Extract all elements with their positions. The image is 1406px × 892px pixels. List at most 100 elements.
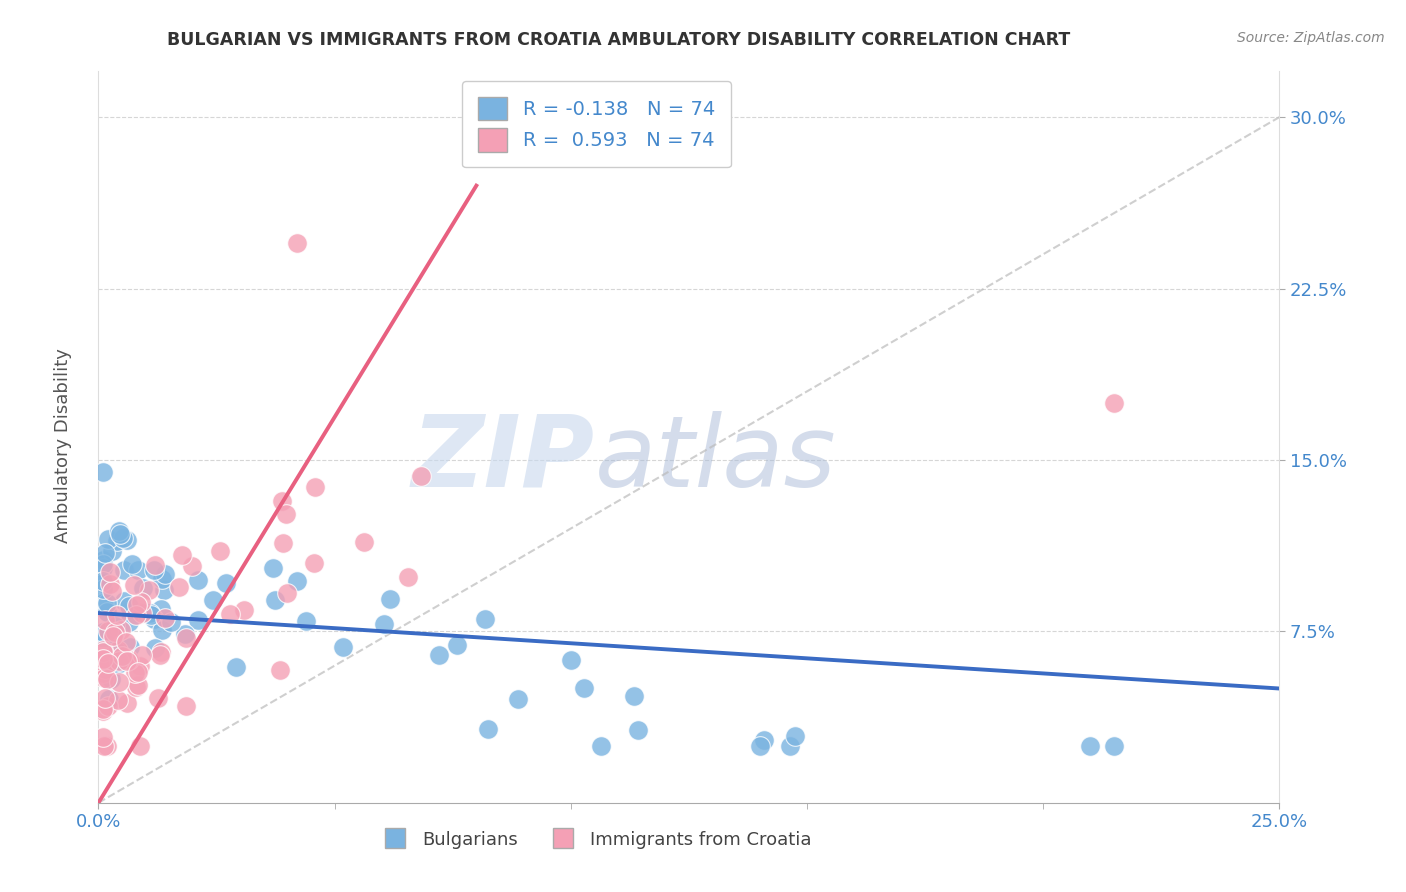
Point: [118, 640, 141, 654]
Point: [118, 599, 141, 614]
Point: [411, 468, 433, 483]
Point: [170, 548, 193, 562]
Point: [117, 651, 139, 665]
Point: [108, 675, 131, 690]
Point: [149, 645, 172, 659]
Point: [98, 576, 121, 591]
Point: [295, 614, 318, 628]
Text: Source: ZipAtlas.com: Source: ZipAtlas.com: [1237, 31, 1385, 45]
Point: [91, 704, 114, 718]
Point: [1102, 739, 1125, 753]
Point: [572, 681, 595, 696]
Point: [91, 576, 114, 591]
Point: [129, 605, 152, 619]
Point: [131, 648, 153, 663]
Point: [107, 534, 129, 549]
Point: [427, 648, 450, 662]
Point: [270, 494, 292, 508]
Point: [285, 235, 308, 250]
Point: [219, 607, 242, 621]
Point: [141, 607, 163, 622]
Point: [174, 698, 197, 713]
Point: [143, 641, 166, 656]
Point: [110, 623, 132, 637]
Point: [96, 605, 118, 619]
Point: [353, 534, 375, 549]
Point: [111, 649, 134, 664]
Point: [94, 545, 117, 559]
Point: [118, 652, 141, 666]
Point: [121, 557, 143, 571]
Point: [97, 656, 120, 670]
Legend: Bulgarians, Immigrants from Croatia: Bulgarians, Immigrants from Croatia: [370, 823, 818, 856]
Point: [174, 627, 197, 641]
Point: [264, 592, 287, 607]
Point: [779, 739, 801, 753]
Point: [97, 532, 120, 546]
Point: [152, 572, 174, 586]
Point: [560, 653, 582, 667]
Point: [93, 671, 115, 685]
Point: [143, 558, 166, 572]
Point: [167, 580, 190, 594]
Point: [107, 693, 129, 707]
Text: ZIP: ZIP: [412, 410, 595, 508]
Point: [97, 698, 120, 713]
Point: [108, 526, 131, 541]
Point: [332, 640, 354, 654]
Point: [111, 531, 134, 545]
Point: [124, 665, 146, 680]
Point: [96, 739, 118, 753]
Point: [129, 595, 152, 609]
Point: [91, 582, 114, 597]
Point: [124, 680, 146, 694]
Point: [118, 615, 141, 629]
Point: [474, 611, 496, 625]
Point: [91, 553, 114, 567]
Point: [131, 607, 153, 621]
Point: [150, 624, 173, 638]
Point: [276, 586, 298, 600]
Point: [142, 563, 165, 577]
Point: [506, 692, 529, 706]
Point: [304, 556, 326, 570]
Point: [93, 631, 115, 645]
Text: Ambulatory Disability: Ambulatory Disability: [55, 349, 72, 543]
Point: [127, 563, 149, 577]
Point: [108, 524, 131, 538]
Point: [174, 631, 197, 645]
Point: [1102, 396, 1125, 410]
Point: [129, 658, 152, 673]
Point: [160, 615, 183, 630]
Point: [115, 635, 138, 649]
Point: [285, 574, 308, 589]
Point: [591, 739, 613, 753]
Point: [148, 690, 170, 705]
Point: [97, 624, 120, 639]
Point: [187, 573, 209, 587]
Point: [103, 619, 125, 633]
Text: atlas: atlas: [595, 410, 837, 508]
Point: [263, 560, 285, 574]
Point: [94, 663, 117, 677]
Point: [271, 536, 294, 550]
Point: [96, 596, 118, 610]
Point: [785, 730, 807, 744]
Point: [153, 583, 176, 598]
Point: [125, 598, 148, 612]
Point: [128, 739, 150, 753]
Point: [91, 574, 114, 588]
Point: [117, 696, 139, 710]
Point: [139, 606, 162, 620]
Point: [209, 544, 232, 558]
Point: [122, 578, 145, 592]
Point: [91, 665, 114, 680]
Point: [1080, 739, 1102, 753]
Point: [93, 739, 115, 753]
Point: [215, 576, 238, 591]
Point: [149, 602, 172, 616]
Point: [103, 629, 125, 643]
Point: [91, 730, 114, 744]
Point: [748, 739, 770, 753]
Point: [201, 593, 224, 607]
